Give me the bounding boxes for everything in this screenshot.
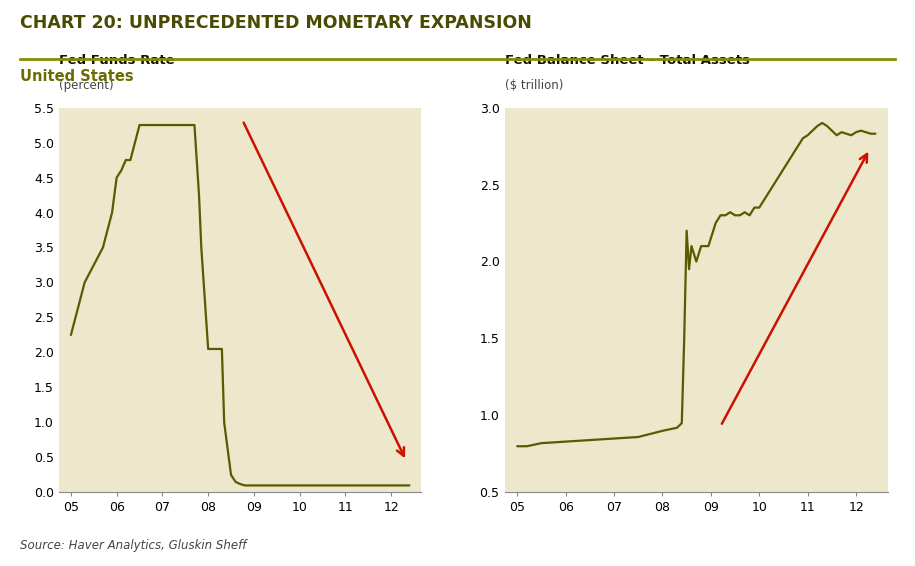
Text: Source: Haver Analytics, Gluskin Sheff: Source: Haver Analytics, Gluskin Sheff	[20, 539, 246, 552]
Text: Fed Funds Rate: Fed Funds Rate	[59, 54, 175, 67]
Text: Fed Balance Sheet – Total Assets: Fed Balance Sheet – Total Assets	[505, 54, 750, 67]
Text: ($ trillion): ($ trillion)	[505, 79, 564, 92]
Text: United States: United States	[20, 69, 134, 84]
Text: (percent): (percent)	[59, 79, 114, 92]
Text: CHART 20: UNPRECEDENTED MONETARY EXPANSION: CHART 20: UNPRECEDENTED MONETARY EXPANSI…	[20, 14, 532, 32]
